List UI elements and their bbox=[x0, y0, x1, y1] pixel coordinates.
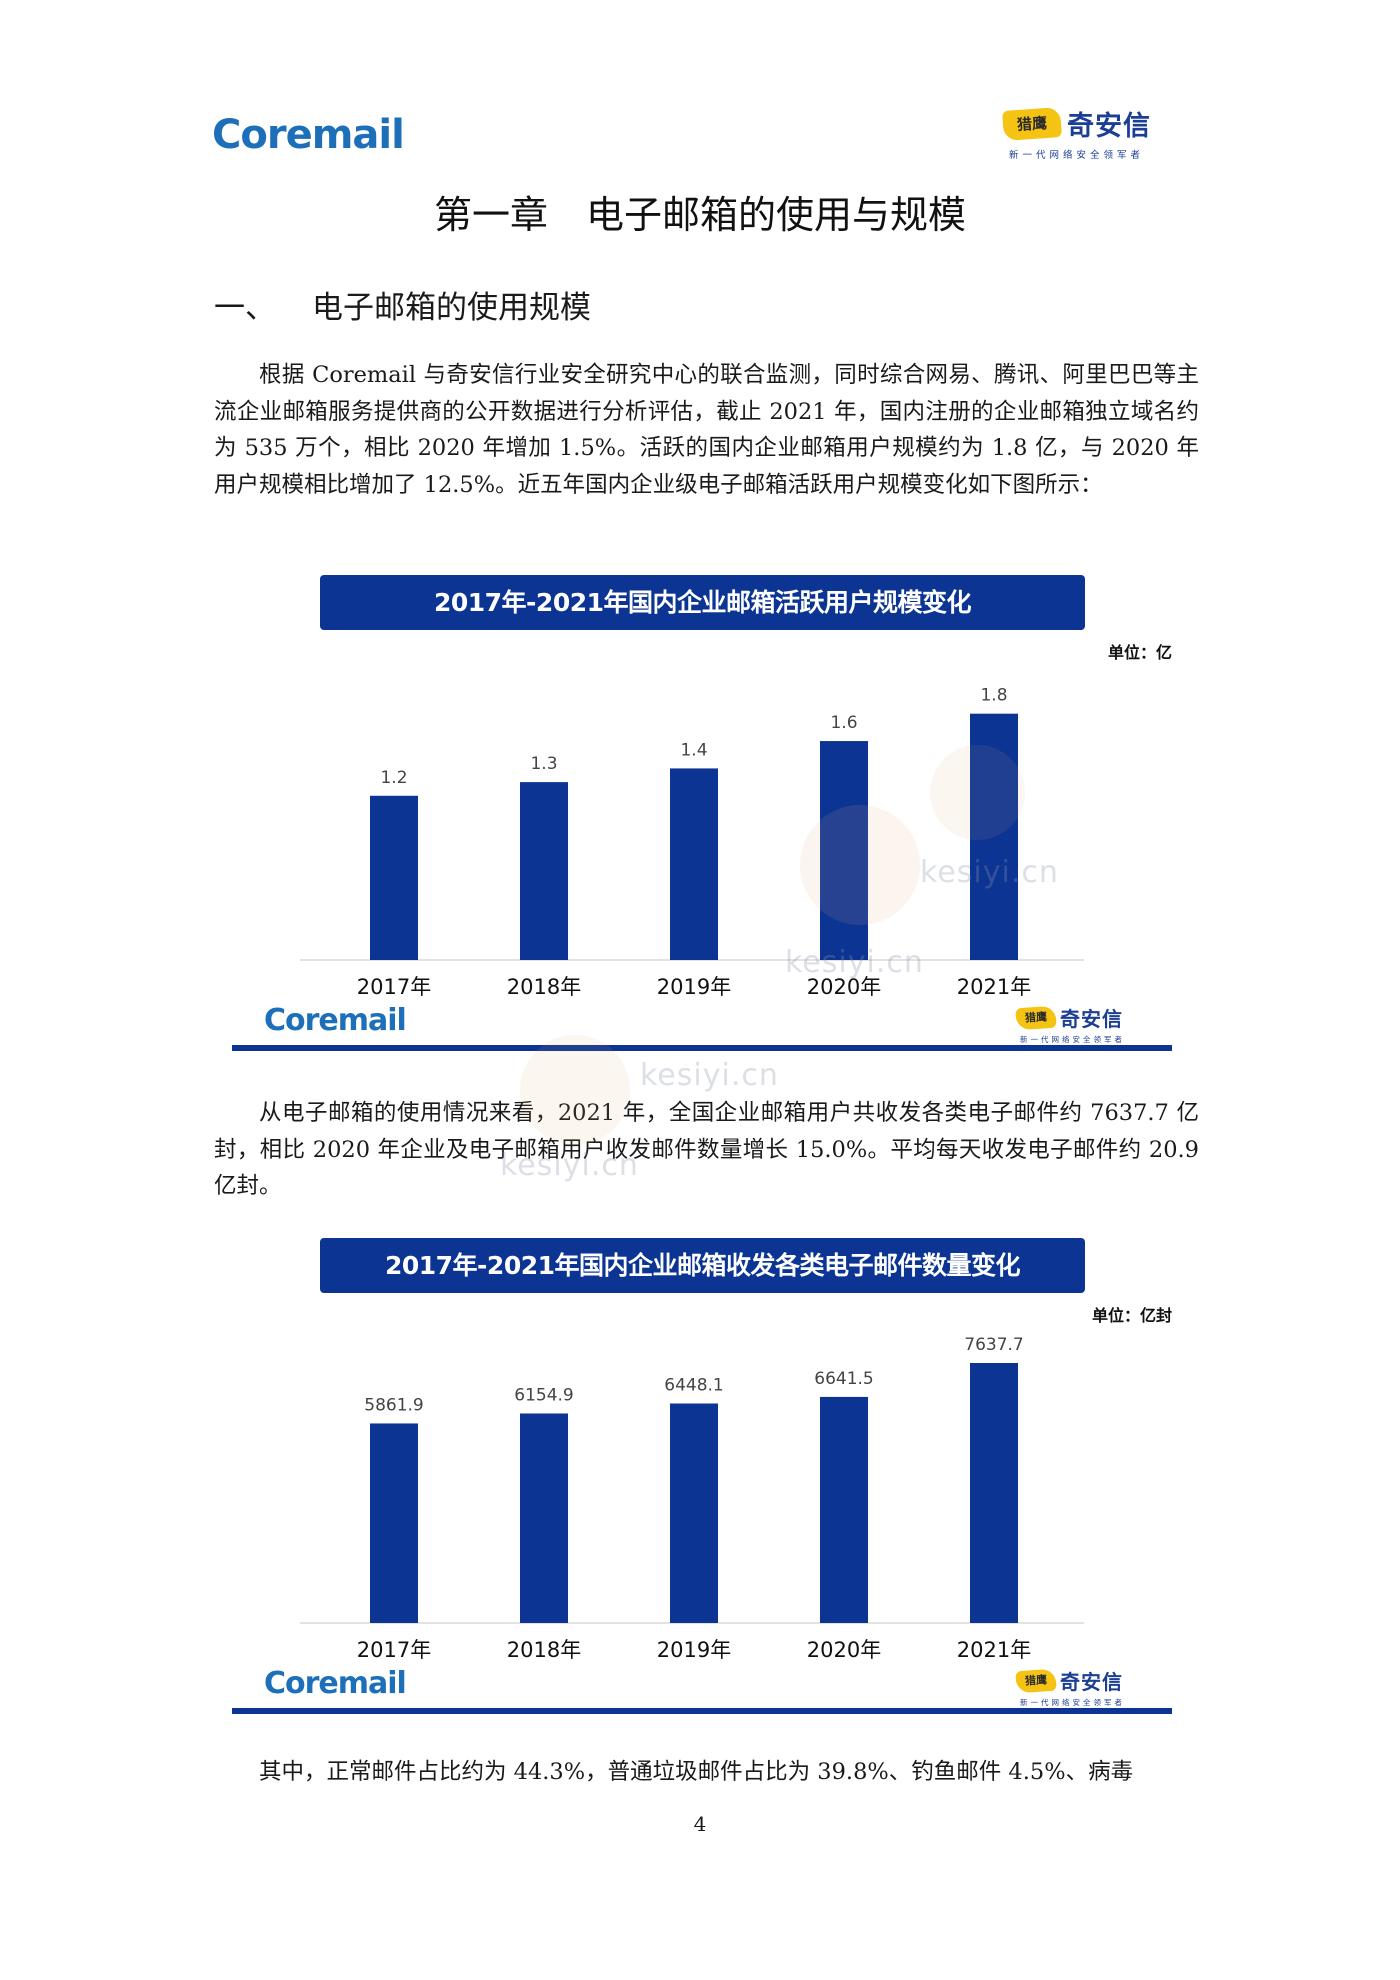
category-label-4: 2021年 bbox=[957, 1638, 1031, 1662]
chart-footer-coremail-logo: Coremail bbox=[264, 1003, 407, 1038]
bar-4 bbox=[970, 713, 1018, 960]
qianxin-mascot-icon: 猎鹰 bbox=[1015, 1005, 1057, 1030]
category-label-3: 2020年 bbox=[807, 1638, 881, 1662]
bar-2 bbox=[670, 1403, 718, 1623]
section-number: 一、 bbox=[214, 290, 276, 326]
chart-footer: Coremail 猎鹰 奇安信 新一代网络安全领军者 bbox=[232, 1003, 1172, 1069]
category-label-1: 2018年 bbox=[507, 975, 581, 999]
qianxin-logo-name: 奇安信 bbox=[1067, 111, 1151, 142]
bar-chart-svg: 1.2 2017年 1.3 2018年 1.4 2019年 1.6 2020年 1.8 2021年 bbox=[300, 686, 1084, 999]
data-label-2: 6448.1 bbox=[664, 1375, 723, 1395]
data-label-4: 1.8 bbox=[980, 686, 1007, 706]
watermark-text: kesiyi.cn bbox=[640, 1058, 779, 1093]
chart-active-users: 2017年-2021年国内企业邮箱活跃用户规模变化 单位：亿 1.2 2017年 1… bbox=[232, 575, 1172, 1070]
bar-1 bbox=[520, 1413, 568, 1623]
category-label-2: 2019年 bbox=[657, 1638, 731, 1662]
qianxin-slogan: 新一代网络安全领军者 bbox=[1009, 150, 1145, 161]
bar-0 bbox=[370, 1423, 418, 1623]
chart-title: 2017年-2021年国内企业邮箱收发各类电子邮件数量变化 bbox=[320, 1238, 1085, 1293]
bar-chart-svg: 5861.9 2017年 6154.9 2018年 6448.1 2019年 6641.5 2… bbox=[300, 1335, 1084, 1662]
section-title: 电子邮箱的使用规模 bbox=[312, 290, 591, 326]
bar-1 bbox=[520, 782, 568, 960]
data-label-4: 7637.7 bbox=[964, 1335, 1023, 1355]
category-label-3: 2020年 bbox=[807, 975, 881, 999]
bar-3 bbox=[820, 1396, 868, 1623]
chart-footer-rule bbox=[232, 1045, 1172, 1051]
category-label-4: 2021年 bbox=[957, 975, 1031, 999]
bar-2 bbox=[670, 768, 718, 960]
category-label-2: 2019年 bbox=[657, 975, 731, 999]
category-label-1: 2018年 bbox=[507, 1638, 581, 1662]
watermark-figure bbox=[930, 745, 1025, 840]
qianxin-logo: 猎鹰 奇安信 新一代网络安全领军者 bbox=[1002, 104, 1193, 161]
chart-footer-qianxin-logo: 猎鹰 奇安信 新一代网络安全领军者 bbox=[1015, 1666, 1166, 1708]
chart-footer-qianxin-slogan: 新一代网络安全领军者 bbox=[1020, 1035, 1125, 1044]
chart-footer-qianxin-logo: 猎鹰 奇安信 新一代网络安全领军者 bbox=[1015, 1003, 1166, 1045]
page-number: 4 bbox=[693, 1812, 707, 1836]
chart-unit: 单位：亿封 bbox=[1091, 1306, 1172, 1325]
paragraph-email-breakdown: 其中，正常邮件占比约为 44.3%，普通垃圾邮件占比为 39.8%、钓鱼邮件 4… bbox=[259, 1759, 1134, 1785]
category-label-0: 2017年 bbox=[357, 975, 431, 999]
chart-footer-rule bbox=[232, 1708, 1172, 1714]
watermark-text: kesiyi.cn bbox=[920, 855, 1059, 890]
category-label-0: 2017年 bbox=[357, 1638, 431, 1662]
bar-0 bbox=[370, 795, 418, 960]
watermark-figure bbox=[520, 1035, 630, 1145]
watermark-text: kesiyi.cn bbox=[785, 945, 924, 980]
paragraph-intro: 根据 Coremail 与奇安信行业安全研究中心的联合监测，同时综合网易、腾讯、… bbox=[214, 362, 1199, 498]
chart-title: 2017年-2021年国内企业邮箱活跃用户规模变化 bbox=[320, 575, 1085, 630]
chart-email-volume: 2017年-2021年国内企业邮箱收发各类电子邮件数量变化 单位：亿封 5861… bbox=[232, 1238, 1172, 1733]
qianxin-mascot-icon: 猎鹰 bbox=[1015, 1668, 1057, 1693]
watermark-figure bbox=[800, 805, 920, 925]
data-label-1: 6154.9 bbox=[514, 1385, 573, 1405]
data-label-2: 1.4 bbox=[680, 740, 707, 760]
qianxin-mascot-icon: 猎鹰 bbox=[1002, 106, 1062, 141]
chart-unit: 单位：亿 bbox=[1107, 643, 1172, 662]
paragraph-email-volume: 从电子邮箱的使用情况来看，2021 年，全国企业邮箱用户共收发各类电子邮件约 7… bbox=[214, 1100, 1199, 1199]
watermark-text: kesiyi.cn bbox=[500, 1148, 639, 1183]
chart-footer-coremail-logo: Coremail bbox=[264, 1666, 407, 1701]
data-label-3: 6641.5 bbox=[814, 1369, 873, 1389]
bar-3 bbox=[820, 741, 868, 960]
chart-footer-qianxin-name: 奇安信 bbox=[1060, 1670, 1123, 1694]
chapter-title: 第一章 电子邮箱的使用与规模 bbox=[433, 193, 966, 237]
data-label-0: 1.2 bbox=[380, 768, 407, 788]
coremail-logo: Coremail bbox=[212, 112, 405, 158]
data-label-3: 1.6 bbox=[830, 713, 857, 733]
chart-footer-qianxin-name: 奇安信 bbox=[1060, 1007, 1123, 1031]
chart-footer: Coremail 猎鹰 奇安信 新一代网络安全领军者 bbox=[232, 1666, 1172, 1732]
data-label-0: 5861.9 bbox=[364, 1395, 423, 1415]
chart-footer-qianxin-slogan: 新一代网络安全领军者 bbox=[1020, 1698, 1125, 1707]
bar-4 bbox=[970, 1363, 1018, 1623]
data-label-1: 1.3 bbox=[530, 754, 557, 774]
